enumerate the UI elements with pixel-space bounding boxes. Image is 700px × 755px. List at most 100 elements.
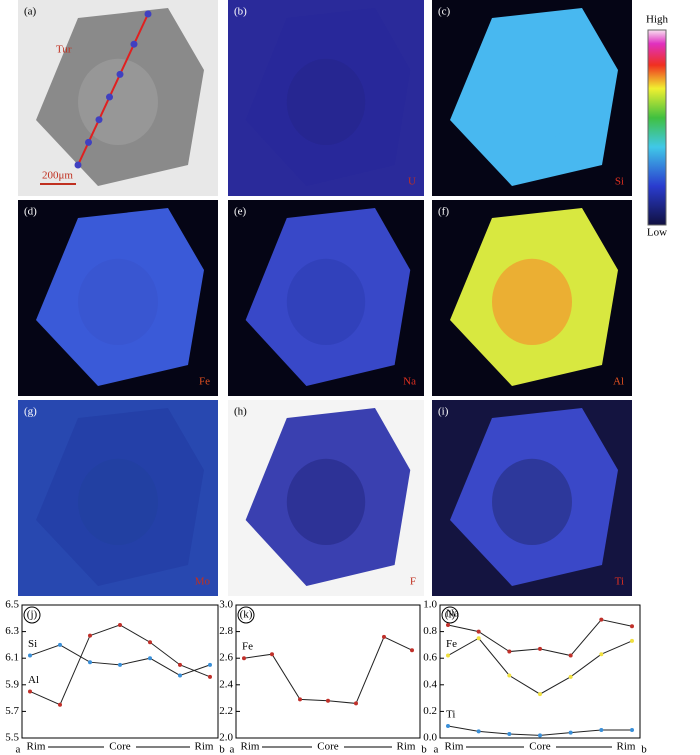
profile-point <box>95 116 103 124</box>
element-label: Ti <box>615 576 624 588</box>
crystal-core <box>78 258 158 346</box>
element-label: F <box>410 576 416 588</box>
data-point <box>446 622 450 627</box>
y-tick-label: 0.2 <box>423 705 437 717</box>
crystal-core <box>286 258 366 346</box>
chart-label: (k) <box>240 609 253 621</box>
mineral-label: Tur <box>56 44 72 56</box>
data-point <box>568 653 573 658</box>
data-point <box>270 652 274 657</box>
x-label: b <box>219 744 225 755</box>
data-point <box>599 728 604 733</box>
y-tick-label: 1.0 <box>423 599 437 611</box>
panel-label: (d) <box>24 206 37 218</box>
y-tick-label: 3.0 <box>219 599 233 611</box>
series-label: Si <box>28 638 37 650</box>
map-panel: (h) F <box>228 400 424 596</box>
panel-label: (e) <box>234 206 247 218</box>
element-label: Fe <box>199 376 210 388</box>
data-point <box>298 697 302 702</box>
y-tick-label: 2.2 <box>219 705 233 717</box>
scale-label: 200μm <box>42 170 73 182</box>
profile-point <box>130 40 138 48</box>
x-label: Core <box>109 741 131 753</box>
panel-label: (a) <box>24 6 37 18</box>
data-point <box>599 617 604 622</box>
plot-frame <box>439 604 641 739</box>
data-point <box>208 662 212 667</box>
colorbar-high: High <box>646 14 669 26</box>
data-point <box>148 656 152 661</box>
data-point <box>476 636 481 641</box>
x-label: b <box>421 744 427 755</box>
data-point <box>507 673 512 678</box>
colorbar <box>647 29 667 226</box>
panel-label: (f) <box>438 206 449 218</box>
y-tick-label: 2.8 <box>219 625 233 637</box>
plot-frame <box>235 604 421 739</box>
panel-label: (h) <box>234 406 247 418</box>
y-tick-label: 2.4 <box>219 678 233 690</box>
map-panel: (g) Mo <box>18 400 218 596</box>
data-point <box>208 674 212 679</box>
crystal-core <box>492 258 572 346</box>
x-label: Rim <box>195 741 214 753</box>
chart-label: (l) <box>445 609 456 621</box>
panel-label: (c) <box>438 6 451 18</box>
map-panel: (c) Si <box>432 0 632 196</box>
data-point <box>148 640 152 645</box>
x-label: Rim <box>27 741 46 753</box>
series-line <box>29 644 211 677</box>
x-label: a <box>434 744 439 755</box>
data-point <box>507 649 512 654</box>
x-label: Core <box>529 741 551 753</box>
crystal-core <box>492 58 572 146</box>
element-label: Mo <box>195 576 211 588</box>
profile-point <box>85 138 92 146</box>
data-point <box>568 674 573 679</box>
data-point <box>382 634 386 639</box>
chart-label-ring <box>23 606 41 624</box>
panel-label: (g) <box>24 406 37 418</box>
y-tick-label: 5.5 <box>5 732 19 744</box>
data-point <box>446 724 450 729</box>
chart-label-ring <box>441 606 459 624</box>
x-label: Rim <box>241 741 260 753</box>
data-point <box>118 662 122 667</box>
data-point <box>58 642 62 647</box>
series-label: Fe <box>446 638 457 650</box>
series-label: Fe <box>242 641 253 653</box>
data-point <box>242 656 246 661</box>
x-label: a <box>16 744 21 755</box>
y-tick-label: 0.0 <box>423 732 437 744</box>
element-label: Na <box>403 376 416 388</box>
y-tick-label: 0.8 <box>423 625 437 637</box>
map-panel: (i) Ti <box>432 400 632 596</box>
map-panel: (a) Tur 200μm <box>18 0 218 196</box>
element-label: U <box>408 176 416 188</box>
y-tick-label: 6.5 <box>5 599 19 611</box>
panel-label: (b) <box>234 6 247 18</box>
series-label: Ti <box>446 709 455 721</box>
data-point <box>630 728 634 733</box>
y-tick-label: 0.6 <box>423 652 437 664</box>
data-point <box>476 629 481 634</box>
crystal-core <box>78 458 158 546</box>
series-line <box>243 636 413 704</box>
map-panel: (e) Na <box>228 200 424 396</box>
data-point <box>28 689 32 694</box>
data-point <box>178 673 182 678</box>
data-point <box>630 638 634 643</box>
panel-label: (i) <box>438 406 449 418</box>
x-label: Rim <box>617 741 636 753</box>
profile-point <box>144 10 152 18</box>
crystal-core <box>286 458 366 546</box>
data-point <box>88 633 92 638</box>
colorbar-low: Low <box>647 227 667 239</box>
series-line <box>447 637 633 695</box>
x-label: Core <box>317 741 339 753</box>
data-point <box>326 698 330 703</box>
data-point <box>507 732 512 737</box>
data-point <box>88 660 92 665</box>
profile-point <box>116 70 124 78</box>
